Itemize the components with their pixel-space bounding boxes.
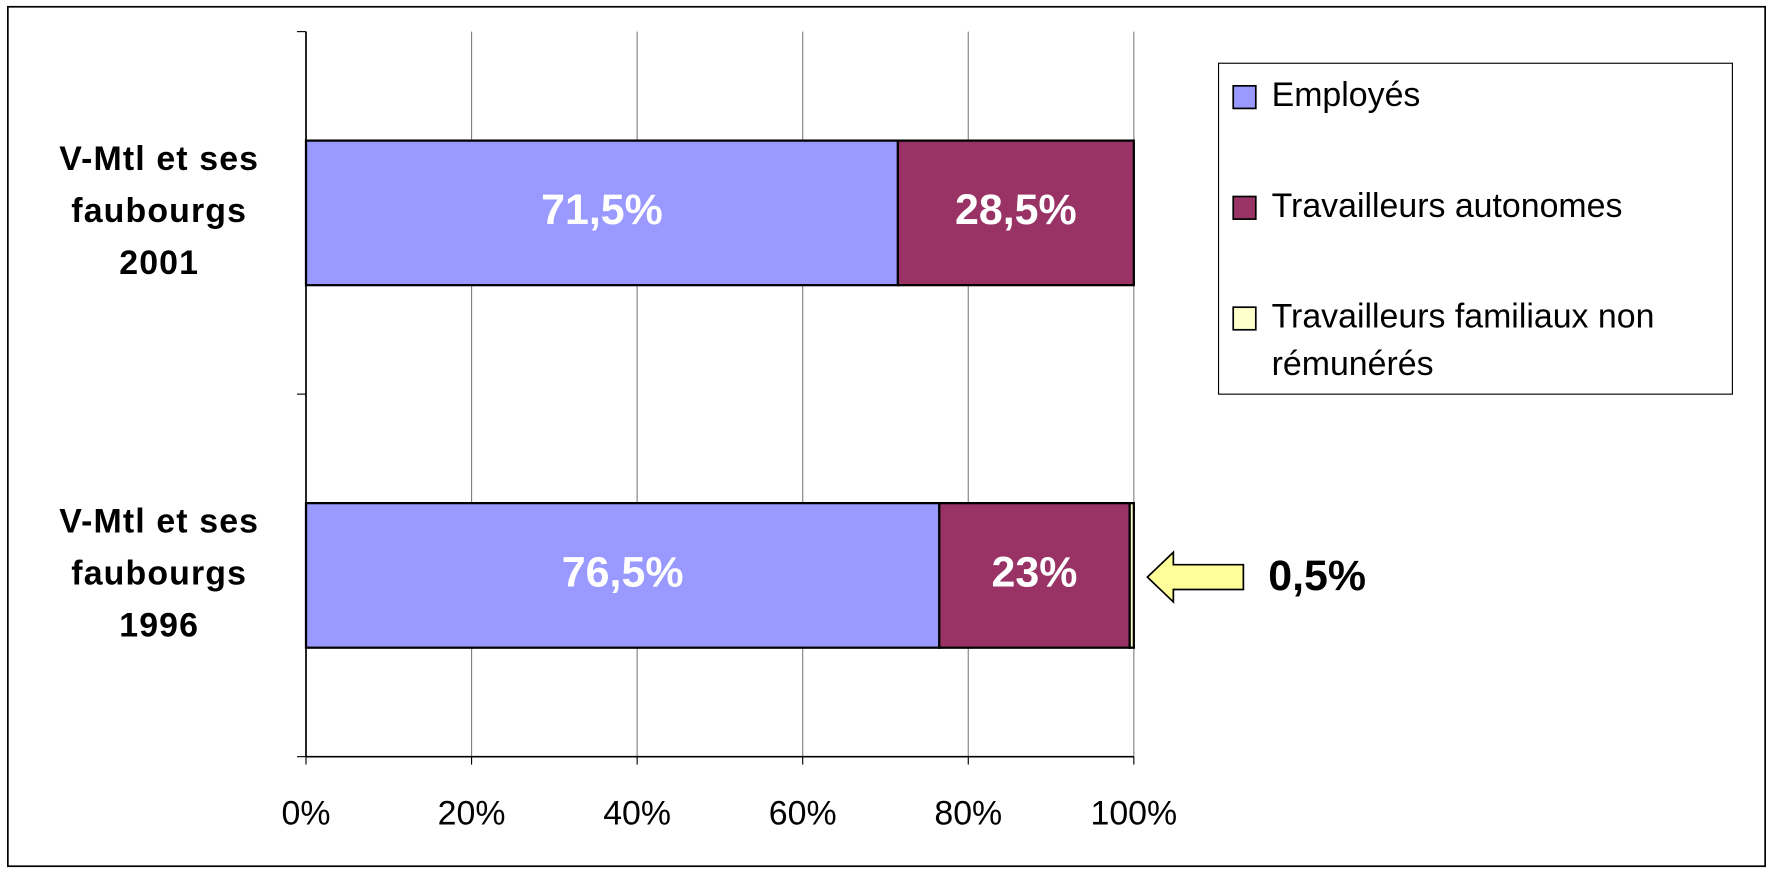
bar-segment <box>1128 502 1135 649</box>
x-tick-label: 40% <box>603 794 671 832</box>
legend-label: Travailleurs familiaux non rémunérés <box>1272 297 1655 382</box>
x-tick-label: 60% <box>769 794 837 832</box>
bar-segment <box>938 502 1131 649</box>
legend-swatch <box>1232 306 1257 331</box>
y-tick-label: V-Mtl et ses faubourgs 1996 <box>59 502 259 644</box>
x-tick-label: 80% <box>934 794 1002 832</box>
bar-segment <box>304 139 900 287</box>
y-tick-label: V-Mtl et ses faubourgs 2001 <box>59 140 259 282</box>
bar-segment <box>896 139 1135 287</box>
data-label: 76,5% <box>562 549 684 597</box>
data-label: 0,5% <box>1268 552 1366 600</box>
legend-label: Employés <box>1272 76 1421 114</box>
data-label: 28,5% <box>955 186 1077 234</box>
legend-swatch <box>1232 84 1257 110</box>
bar-segment <box>304 502 941 649</box>
legend-swatch <box>1232 195 1257 220</box>
y-axis-ticks <box>296 31 307 758</box>
legend-label: Travailleurs autonomes <box>1272 187 1623 225</box>
x-tick-label: 20% <box>438 794 506 832</box>
x-tick-label: 100% <box>1091 794 1178 832</box>
x-tick-label: 0% <box>282 794 331 832</box>
data-label: 71,5% <box>541 186 663 234</box>
legend-box <box>1217 62 1733 395</box>
annotation-arrow <box>1146 550 1245 604</box>
data-label: 23% <box>992 549 1078 597</box>
